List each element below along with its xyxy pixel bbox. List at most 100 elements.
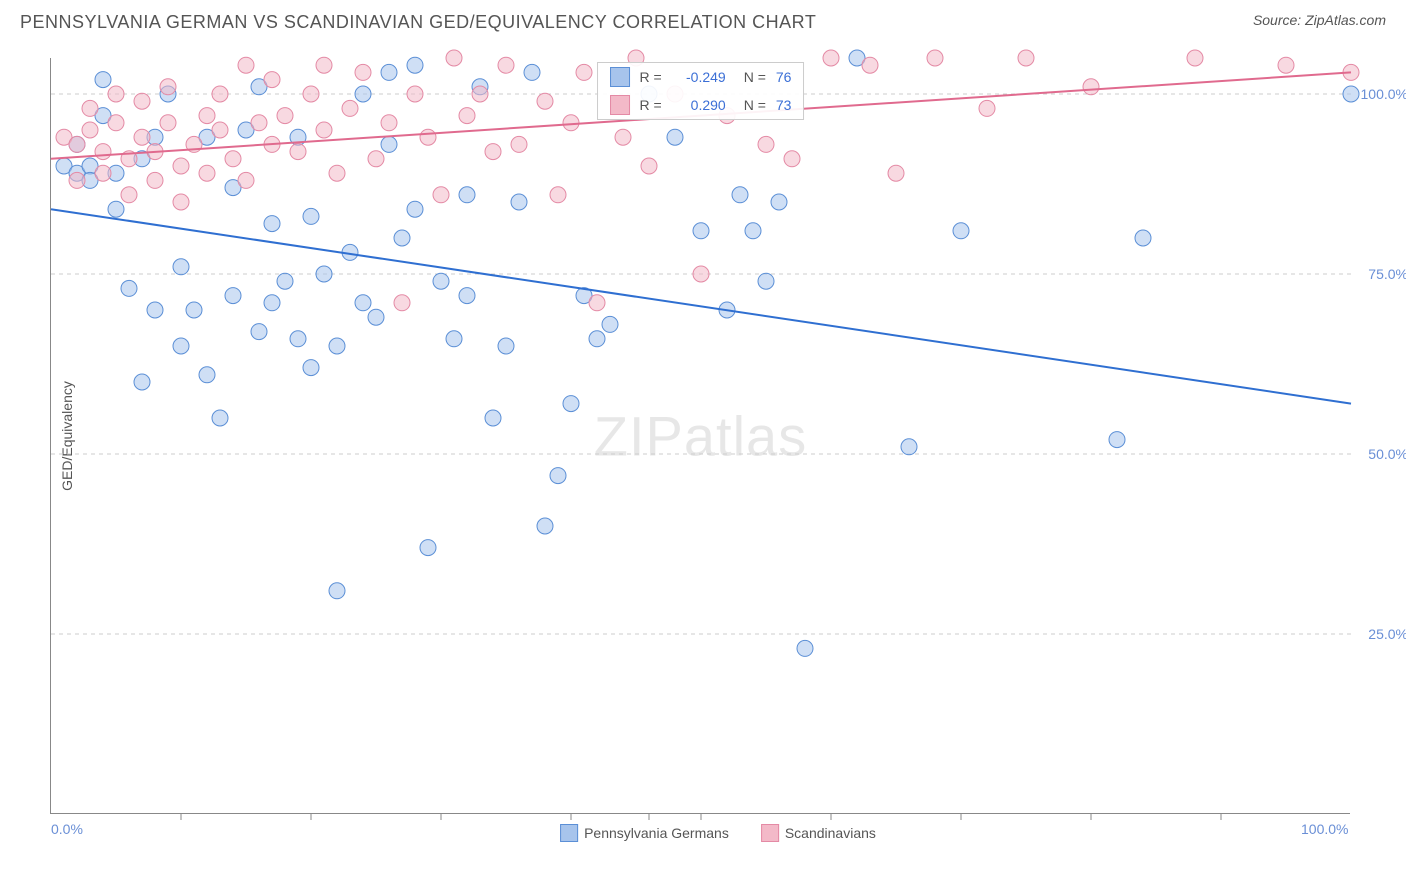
data-point bbox=[69, 172, 85, 188]
data-point bbox=[95, 144, 111, 160]
data-point bbox=[95, 165, 111, 181]
data-point bbox=[537, 518, 553, 534]
data-point bbox=[82, 100, 98, 116]
y-tick-label: 25.0% bbox=[1368, 626, 1406, 642]
data-point bbox=[550, 187, 566, 203]
data-point bbox=[420, 129, 436, 145]
series-swatch bbox=[610, 67, 630, 87]
data-point bbox=[277, 108, 293, 124]
data-point bbox=[394, 230, 410, 246]
data-point bbox=[212, 122, 228, 138]
stat-r-value: -0.249 bbox=[672, 69, 726, 85]
data-point bbox=[1187, 50, 1203, 66]
data-point bbox=[173, 158, 189, 174]
data-point bbox=[485, 144, 501, 160]
data-point bbox=[576, 64, 592, 80]
data-point bbox=[1278, 57, 1294, 73]
data-point bbox=[173, 259, 189, 275]
data-point bbox=[251, 115, 267, 131]
data-point bbox=[1083, 79, 1099, 95]
data-point bbox=[329, 583, 345, 599]
data-point bbox=[329, 165, 345, 181]
stat-label-n: N = bbox=[744, 69, 766, 85]
data-point bbox=[316, 266, 332, 282]
data-point bbox=[485, 410, 501, 426]
legend-label: Pennsylvania Germans bbox=[584, 825, 729, 841]
data-point bbox=[979, 100, 995, 116]
data-point bbox=[641, 158, 657, 174]
data-point bbox=[173, 194, 189, 210]
data-point bbox=[407, 201, 423, 217]
data-point bbox=[407, 86, 423, 102]
source-attribution: Source: ZipAtlas.com bbox=[1253, 12, 1386, 28]
data-point bbox=[147, 172, 163, 188]
y-tick-label: 50.0% bbox=[1368, 446, 1406, 462]
legend-swatch bbox=[761, 824, 779, 842]
data-point bbox=[888, 165, 904, 181]
data-point bbox=[1018, 50, 1034, 66]
legend-item: Scandinavians bbox=[761, 824, 876, 842]
data-point bbox=[225, 151, 241, 167]
data-point bbox=[797, 640, 813, 656]
stat-label-n: N = bbox=[744, 97, 766, 113]
data-point bbox=[121, 187, 137, 203]
data-point bbox=[251, 324, 267, 340]
data-point bbox=[225, 288, 241, 304]
data-point bbox=[160, 79, 176, 95]
data-point bbox=[368, 151, 384, 167]
y-tick-label: 100.0% bbox=[1361, 86, 1406, 102]
stat-n-value: 76 bbox=[776, 69, 792, 85]
data-point bbox=[199, 165, 215, 181]
scatter-plot: ZIPatlas R =-0.249N =76R =0.290N =73 25.… bbox=[50, 58, 1350, 814]
data-point bbox=[771, 194, 787, 210]
data-point bbox=[329, 338, 345, 354]
data-point bbox=[368, 309, 384, 325]
chart-header: PENNSYLVANIA GERMAN VS SCANDINAVIAN GED/… bbox=[0, 0, 1406, 41]
data-point bbox=[381, 136, 397, 152]
data-point bbox=[121, 280, 137, 296]
data-point bbox=[784, 151, 800, 167]
data-point bbox=[446, 331, 462, 347]
stats-row: R = -0.249 N = 76 bbox=[598, 63, 804, 91]
data-point bbox=[316, 57, 332, 73]
data-point bbox=[1109, 432, 1125, 448]
data-point bbox=[147, 302, 163, 318]
data-point bbox=[134, 374, 150, 390]
data-point bbox=[134, 129, 150, 145]
data-point bbox=[303, 86, 319, 102]
data-point bbox=[1135, 230, 1151, 246]
y-tick-label: 75.0% bbox=[1368, 266, 1406, 282]
data-point bbox=[82, 122, 98, 138]
data-point bbox=[563, 115, 579, 131]
data-point bbox=[303, 208, 319, 224]
data-point bbox=[134, 93, 150, 109]
x-tick-label: 100.0% bbox=[1301, 821, 1348, 837]
data-point bbox=[355, 86, 371, 102]
data-point bbox=[199, 367, 215, 383]
data-point bbox=[498, 338, 514, 354]
stat-r-value: 0.290 bbox=[672, 97, 726, 113]
stat-label-r: R = bbox=[640, 69, 662, 85]
data-point bbox=[303, 360, 319, 376]
data-point bbox=[381, 115, 397, 131]
data-point bbox=[355, 64, 371, 80]
data-point bbox=[550, 468, 566, 484]
data-point bbox=[693, 266, 709, 282]
data-point bbox=[355, 295, 371, 311]
data-point bbox=[1343, 86, 1359, 102]
data-point bbox=[433, 187, 449, 203]
data-point bbox=[264, 216, 280, 232]
data-point bbox=[264, 295, 280, 311]
data-point bbox=[108, 86, 124, 102]
data-point bbox=[186, 302, 202, 318]
data-point bbox=[108, 201, 124, 217]
data-point bbox=[667, 129, 683, 145]
data-point bbox=[511, 194, 527, 210]
chart-area: GED/Equivalency ZIPatlas R =-0.249N =76R… bbox=[50, 58, 1386, 814]
legend-swatch bbox=[560, 824, 578, 842]
data-point bbox=[264, 72, 280, 88]
legend-label: Scandinavians bbox=[785, 825, 876, 841]
data-point bbox=[524, 64, 540, 80]
data-point bbox=[927, 50, 943, 66]
data-point bbox=[862, 57, 878, 73]
